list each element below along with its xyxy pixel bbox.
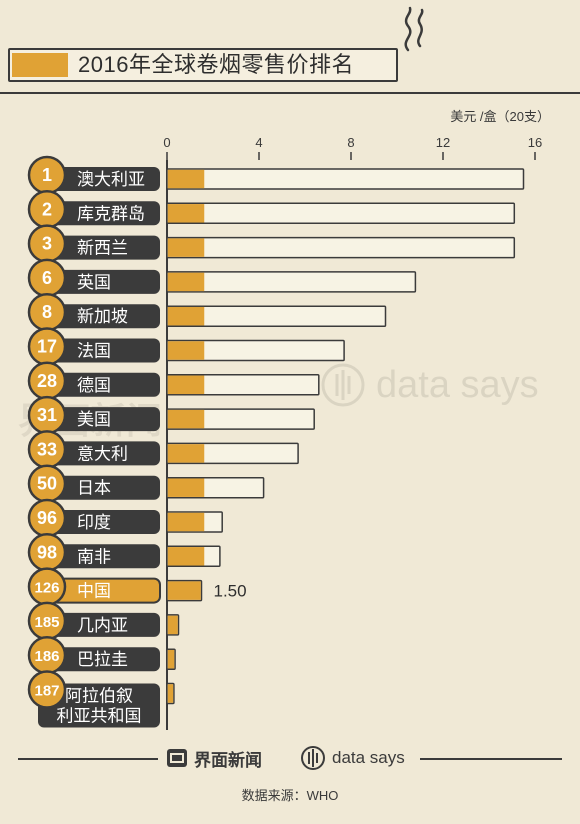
rank-label: 186 xyxy=(34,648,59,665)
category-label: 新西兰 xyxy=(77,239,128,258)
category-label: 中国 xyxy=(77,582,111,601)
jiemian-icon xyxy=(167,749,187,767)
category-label: 英国 xyxy=(77,273,111,292)
category-label-bg xyxy=(38,235,160,260)
category-label-bg xyxy=(38,269,160,294)
rank-label: 185 xyxy=(34,614,59,631)
category-label: 新加坡 xyxy=(77,307,128,326)
rank-label: 50 xyxy=(37,474,57,494)
datasays-icon xyxy=(321,363,365,407)
category-label: 意大利 xyxy=(77,444,128,463)
bar-fill xyxy=(167,547,205,566)
category-label-bg xyxy=(38,201,160,226)
category-label: 利亚共和国 xyxy=(57,707,142,726)
bar-track xyxy=(166,305,387,327)
bar-fill xyxy=(167,512,205,532)
rank-badge xyxy=(27,670,67,709)
brand-jiemian-text: 界面新闻 xyxy=(194,750,262,770)
rank-label: 2 xyxy=(42,199,52,219)
category-label-bg xyxy=(38,338,160,363)
brand-datasays-text: data says xyxy=(332,748,405,767)
category-label-bg xyxy=(38,167,160,191)
category-label-bg xyxy=(38,647,160,672)
brand-jiemian: 界面新闻 xyxy=(166,744,262,772)
category-label: 几内亚 xyxy=(77,616,128,635)
category-label-bg xyxy=(38,475,160,500)
bar-fill xyxy=(167,272,205,292)
category-label-bg xyxy=(38,441,160,466)
footer-rule-right xyxy=(420,758,562,760)
bar-fill xyxy=(167,478,205,497)
category-label: 库克群岛 xyxy=(77,204,145,223)
rank-label: 3 xyxy=(42,234,52,254)
bar-fill xyxy=(167,169,205,189)
rank-label: 33 xyxy=(37,439,57,459)
bar-track xyxy=(166,271,417,293)
category-label: 阿拉伯叙 xyxy=(65,687,133,706)
x-tick-label: 8 xyxy=(347,135,354,150)
bar-track xyxy=(166,202,516,225)
x-tick-label: 12 xyxy=(436,135,450,150)
category-label: 澳大利亚 xyxy=(77,170,145,189)
bar-fill xyxy=(167,409,205,429)
category-label-bg xyxy=(38,510,160,534)
bar-fill xyxy=(167,684,174,703)
watermark-datasays: data says xyxy=(320,362,539,408)
rank-label: 126 xyxy=(34,580,59,597)
category-label: 巴拉圭 xyxy=(77,650,128,669)
rank-label: 187 xyxy=(34,683,59,700)
unit-label: 美元 /盒（20支） xyxy=(450,109,550,124)
x-tick-label: 4 xyxy=(255,135,262,150)
rank-label: 8 xyxy=(42,302,52,322)
category-label-bg xyxy=(38,612,160,637)
footer-rule-left xyxy=(18,758,158,760)
data-label: 1.50 xyxy=(214,582,247,601)
page-title: 2016年全球卷烟零售价排名 xyxy=(78,52,354,77)
rank-label: 6 xyxy=(42,268,52,288)
rank-label: 17 xyxy=(37,337,57,357)
bar-fill xyxy=(167,375,205,395)
steam-icon xyxy=(404,6,424,52)
title-swatch xyxy=(12,53,68,77)
datasays-logo-icon xyxy=(301,746,325,770)
category-label: 日本 xyxy=(77,479,111,498)
category-label-bg xyxy=(38,683,160,728)
rank-label: 28 xyxy=(37,371,57,391)
bar-fill xyxy=(167,204,205,223)
category-label-bg xyxy=(38,304,160,329)
bar-track xyxy=(166,236,516,259)
brand-datasays: data says xyxy=(300,744,405,772)
category-label-bg xyxy=(38,407,160,432)
bar-fill xyxy=(167,444,205,463)
x-tick-label: 16 xyxy=(528,135,542,150)
rank-label: 31 xyxy=(37,405,57,425)
category-label: 法国 xyxy=(77,342,111,361)
bar-fill xyxy=(167,581,201,600)
title-rule xyxy=(0,92,580,94)
bar-track xyxy=(166,374,320,396)
category-label-bg xyxy=(38,372,160,397)
bar-fill xyxy=(167,341,205,360)
category-label: 德国 xyxy=(77,376,111,395)
source-note: 数据来源：WHO xyxy=(241,788,339,803)
bar-fill xyxy=(167,615,178,635)
category-label: 美国 xyxy=(77,410,111,429)
category-label-bg xyxy=(38,544,160,569)
rank-label: 96 xyxy=(37,508,57,528)
rank-label: 98 xyxy=(37,542,57,562)
title-bar: 2016年全球卷烟零售价排名 xyxy=(8,48,398,82)
category-label: 南非 xyxy=(77,547,111,566)
bar-track xyxy=(166,339,345,362)
rank-label: 1 xyxy=(42,165,52,185)
category-label: 印度 xyxy=(77,513,111,532)
bar-fill xyxy=(167,306,205,326)
x-tick-label: 0 xyxy=(163,135,170,150)
bar-fill xyxy=(167,649,175,669)
bar-fill xyxy=(167,238,205,257)
bar-track xyxy=(166,168,525,190)
